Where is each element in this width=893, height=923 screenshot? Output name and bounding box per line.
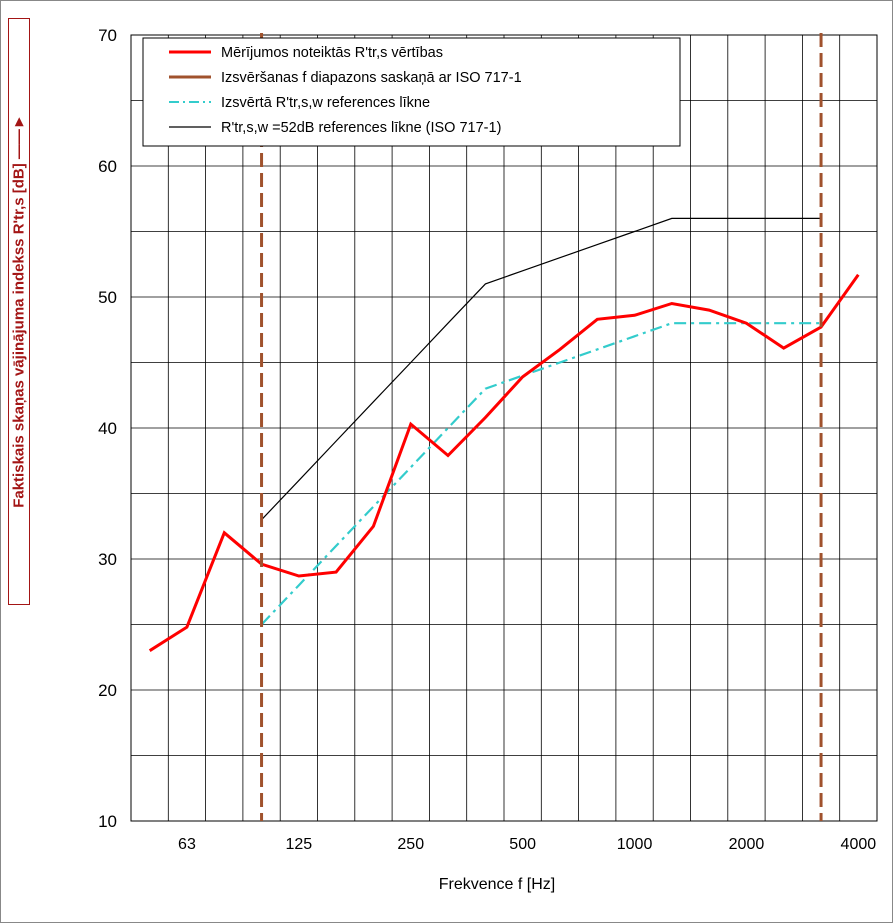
y-tick-label: 40 <box>98 419 117 438</box>
series-line-weighted-reference <box>260 322 821 626</box>
x-tick-label: 63 <box>178 836 196 853</box>
legend-label: Izsvēršanas f diapazons saskaņā ar ISO 7… <box>221 70 522 86</box>
x-tick-label: 125 <box>285 836 312 853</box>
y-tick-label: 10 <box>98 812 117 831</box>
legend-label: R'tr,s,w =52dB references līkne (ISO 717… <box>221 120 501 136</box>
y-tick-label: 30 <box>98 550 117 569</box>
series-line-measured <box>148 273 860 652</box>
x-tick-label: 1000 <box>617 836 653 853</box>
y-tick-label: 50 <box>98 288 117 307</box>
legend-box <box>142 37 681 147</box>
x-tick-label: 250 <box>397 836 424 853</box>
legend-label: Mērījumos noteiktās R'tr,s vērtības <box>221 45 443 61</box>
plot-border <box>130 34 878 822</box>
x-axis-label: Frekvence f [Hz] <box>438 876 556 893</box>
y-tick-label: 60 <box>98 157 117 176</box>
legend-label: Izsvērtā R'tr,s,w references līkne <box>221 95 430 111</box>
x-tick-label: 2000 <box>729 836 765 853</box>
y-tick-label: 70 <box>98 26 117 45</box>
x-tick-label: 500 <box>509 836 536 853</box>
y-axis-label-box <box>8 18 30 605</box>
y-tick-label: 20 <box>98 681 117 700</box>
x-tick-label: 4000 <box>841 836 877 853</box>
series-line-reference-52db <box>261 217 821 521</box>
